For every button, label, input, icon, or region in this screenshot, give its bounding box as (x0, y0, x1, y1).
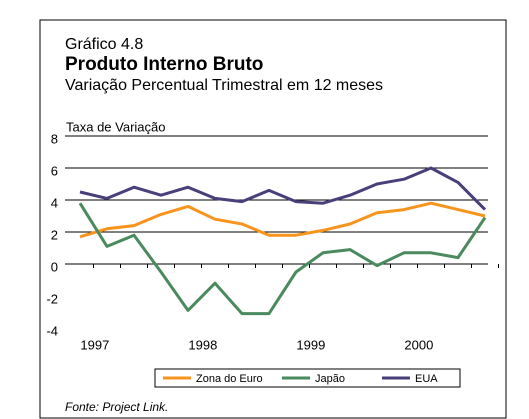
x-tick-label: 1998 (188, 337, 217, 352)
series-line (79, 166, 487, 211)
series-line (78, 202, 487, 316)
y-tick-label: 8 (51, 131, 58, 146)
y-tick-label: 2 (51, 227, 58, 242)
source: Fonte: Project Link. (65, 400, 168, 414)
chart-subtitle: Variação Percentual Trimestral em 12 mes… (65, 77, 383, 94)
x-tick-label: 1997 (80, 337, 109, 352)
y-tick-label: 6 (51, 163, 58, 178)
y-tick-label: 4 (51, 195, 58, 210)
y-axis-label: Taxa de Variação (66, 119, 166, 134)
y-tick-label: -2 (46, 291, 58, 306)
series-line (79, 201, 486, 239)
y-tick-label: 0 (51, 259, 58, 274)
legend-label: Zona do Euro (196, 373, 263, 385)
x-tick-label: 1999 (296, 337, 325, 352)
y-tick-label: -4 (46, 323, 58, 338)
chart-supertitle: Gráfico 4.8 (65, 36, 143, 53)
legend-label: EUA (415, 373, 438, 385)
frame (39, 19, 507, 419)
x-tick-label: 2000 (404, 337, 433, 352)
legend-label: Japão (315, 373, 345, 385)
chart-title: Produto Interno Bruto (65, 54, 263, 75)
